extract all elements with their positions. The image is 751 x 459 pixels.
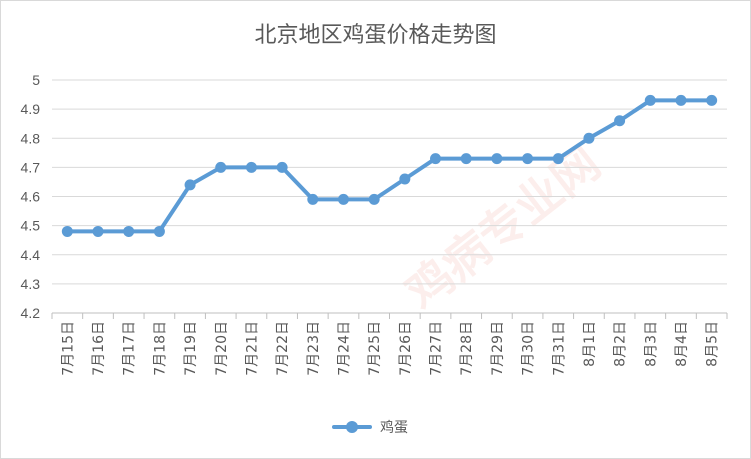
series-line	[65, 98, 714, 234]
x-tick-label: 7月29日	[490, 321, 506, 376]
data-point	[430, 153, 442, 165]
y-tick-label: 4.5	[21, 218, 41, 234]
chart-title: 北京地区鸡蛋价格走势图	[254, 23, 497, 48]
y-tick-label: 4.9	[21, 101, 41, 117]
data-point	[61, 225, 73, 237]
data-point	[460, 153, 472, 165]
gridlines	[52, 79, 727, 314]
data-point	[276, 161, 288, 173]
data-point	[368, 193, 380, 205]
legend: 鸡蛋	[330, 416, 408, 438]
data-point	[675, 94, 687, 106]
x-tick-label: 7月22日	[275, 321, 291, 376]
x-tick-label: 7月24日	[336, 321, 352, 376]
y-tick-label: 4.3	[21, 276, 41, 292]
y-tick-label: 4.2	[21, 305, 41, 321]
x-tick-label: 7月16日	[91, 321, 107, 376]
x-tick-label: 7月19日	[183, 321, 199, 376]
x-tick-label: 8月5日	[705, 321, 721, 367]
x-tick-label: 8月3日	[643, 321, 659, 367]
y-tick-label: 4.8	[21, 130, 41, 146]
x-tick-label: 7月23日	[306, 321, 322, 376]
data-point	[583, 132, 595, 144]
x-tick-label: 7月28日	[459, 321, 475, 376]
y-tick-label: 4.7	[21, 159, 41, 175]
x-tick-label: 7月21日	[244, 321, 260, 376]
x-tick-label: 7月20日	[214, 321, 230, 376]
x-tick-label: 7月15日	[60, 321, 76, 376]
x-axis: 7月15日 7月16日 7月17日 7月18日 7月19日 7月20日 7月21日 7月22日…	[51, 312, 728, 376]
x-tick-label: 8月4日	[674, 321, 690, 367]
data-point	[614, 115, 626, 127]
x-tick-label: 7月30日	[521, 321, 537, 376]
y-axis-ticks: 4.2 4.3 4.4 4.5 4.6 4.7 4.8 4.9 5	[21, 72, 41, 321]
data-point	[522, 153, 534, 165]
data-point	[706, 94, 718, 106]
x-tick-label: 8月2日	[613, 321, 629, 367]
x-tick-label: 7月31日	[551, 321, 567, 376]
y-tick-label: 4.6	[21, 189, 41, 205]
data-point	[337, 193, 349, 205]
data-point	[123, 225, 135, 237]
x-tick-label: 7月17日	[122, 321, 138, 376]
data-point	[399, 173, 411, 185]
series-layer	[61, 94, 718, 237]
data-point	[491, 153, 503, 165]
legend-marker	[330, 416, 374, 438]
legend-label: 鸡蛋	[380, 420, 408, 436]
data-point	[307, 193, 319, 205]
x-tick-label: 8月1日	[582, 321, 598, 367]
data-point	[184, 179, 196, 191]
data-point	[644, 94, 656, 106]
data-point	[153, 225, 165, 237]
y-tick-label: 4.4	[21, 247, 41, 263]
x-tick-label: 7月25日	[367, 321, 383, 376]
x-tick-label: 7月18日	[152, 321, 168, 376]
data-point	[215, 161, 227, 173]
x-tick-label: 7月26日	[398, 321, 414, 376]
data-point	[92, 225, 104, 237]
data-point	[245, 161, 257, 173]
data-point	[552, 153, 564, 165]
y-tick-label: 5	[32, 72, 40, 88]
x-tick-label: 7月27日	[429, 321, 445, 376]
